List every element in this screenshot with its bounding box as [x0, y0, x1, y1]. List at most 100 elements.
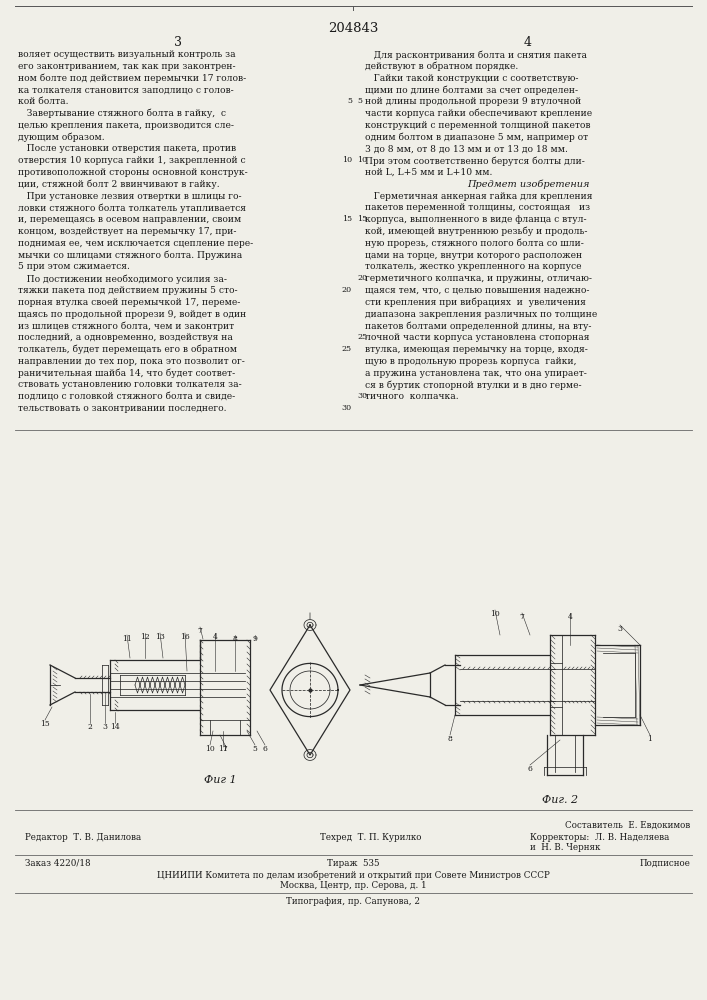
- Text: конструкций с переменной толщиной пакетов: конструкций с переменной толщиной пакето…: [365, 121, 590, 130]
- Text: тичного  колпачка.: тичного колпачка.: [365, 392, 459, 401]
- Text: из шлицев стяжного болта, чем и законтрит: из шлицев стяжного болта, чем и законтри…: [18, 321, 234, 331]
- Text: 13: 13: [155, 633, 165, 641]
- Text: 30: 30: [342, 404, 352, 412]
- Text: части корпуса гайки обеспечивают крепление: части корпуса гайки обеспечивают креплен…: [365, 109, 592, 118]
- Text: 25: 25: [342, 345, 352, 353]
- Text: 6: 6: [527, 765, 532, 773]
- Text: последний, а одновременно, воздействуя на: последний, а одновременно, воздействуя н…: [18, 333, 233, 342]
- Text: тельствовать о законтривании последнего.: тельствовать о законтривании последнего.: [18, 404, 226, 413]
- Text: Редактор  Т. В. Данилова: Редактор Т. В. Данилова: [25, 833, 141, 842]
- Text: ка толкателя становится заподлицо с голов-: ка толкателя становится заподлицо с голо…: [18, 85, 234, 94]
- Text: Гайки такой конструкции с соответствую-: Гайки такой конструкции с соответствую-: [365, 74, 578, 83]
- Text: Предмет изобретения: Предмет изобретения: [467, 180, 590, 189]
- Text: отверстия 10 корпуса гайки 1, закрепленной с: отверстия 10 корпуса гайки 1, закрепленн…: [18, 156, 245, 165]
- Text: противоположной стороны основной конструк-: противоположной стороны основной констру…: [18, 168, 247, 177]
- Text: 204843: 204843: [328, 22, 378, 35]
- Text: целью крепления пакета, производится сле-: целью крепления пакета, производится сле…: [18, 121, 234, 130]
- Text: 17: 17: [218, 745, 228, 753]
- Text: Для расконтривания болта и снятия пакета: Для расконтривания болта и снятия пакета: [365, 50, 587, 60]
- Text: 3 до 8 мм, от 8 до 13 мм и от 13 до 18 мм.: 3 до 8 мм, от 8 до 13 мм и от 13 до 18 м…: [365, 144, 568, 153]
- Text: 4: 4: [568, 613, 573, 621]
- Text: одним болтом в диапазоне 5 мм, например от: одним болтом в диапазоне 5 мм, например …: [365, 133, 588, 142]
- Text: Завертывание стяжного болта в гайку,  с: Завертывание стяжного болта в гайку, с: [18, 109, 226, 118]
- Text: 20: 20: [342, 286, 352, 294]
- Text: Москва, Центр, пр. Серова, д. 1: Москва, Центр, пр. Серова, д. 1: [280, 881, 426, 890]
- Text: ловки стяжного болта толкатель утапливается: ловки стяжного болта толкатель утапливае…: [18, 203, 246, 213]
- Text: ствовать установлению головки толкателя за-: ствовать установлению головки толкателя …: [18, 380, 242, 389]
- Text: 12: 12: [140, 633, 150, 641]
- Text: 10: 10: [205, 745, 215, 753]
- Text: 20: 20: [357, 274, 367, 282]
- Text: а пружина установлена так, что она упирает-: а пружина установлена так, что она упира…: [365, 369, 587, 378]
- Text: 5: 5: [357, 97, 362, 105]
- Text: 5 при этом сжимается.: 5 при этом сжимается.: [18, 262, 130, 271]
- Text: толкатель, жестко укрепленного на корпусе: толкатель, жестко укрепленного на корпус…: [365, 262, 581, 271]
- Text: Заказ 4220/18: Заказ 4220/18: [25, 859, 90, 868]
- Text: его законтриванием, так как при законтрен-: его законтриванием, так как при законтре…: [18, 62, 235, 71]
- Text: порная втулка своей перемычкой 17, переме-: порная втулка своей перемычкой 17, перем…: [18, 298, 240, 307]
- Text: ной L, L+5 мм и L+10 мм.: ной L, L+5 мм и L+10 мм.: [365, 168, 492, 177]
- Text: пакетов переменной толщины, состоящая   из: пакетов переменной толщины, состоящая из: [365, 203, 590, 212]
- Text: 14: 14: [110, 723, 120, 731]
- Text: 11: 11: [122, 635, 132, 643]
- Text: По достижении необходимого усилия за-: По достижении необходимого усилия за-: [18, 274, 227, 284]
- Text: 15: 15: [342, 215, 352, 223]
- Text: цами на торце, внутри которого расположен: цами на торце, внутри которого расположе…: [365, 251, 582, 260]
- Text: 8: 8: [233, 635, 238, 643]
- Text: 9: 9: [252, 635, 257, 643]
- Text: 7: 7: [197, 627, 202, 635]
- Text: Типография, пр. Сапунова, 2: Типография, пр. Сапунова, 2: [286, 897, 420, 906]
- Text: Герметичная анкерная гайка для крепления: Герметичная анкерная гайка для крепления: [365, 192, 592, 201]
- Text: ном болте под действием перемычки 17 голов-: ном болте под действием перемычки 17 гол…: [18, 74, 246, 83]
- Text: ции, стяжной болт 2 ввинчивают в гайку.: ции, стяжной болт 2 ввинчивают в гайку.: [18, 180, 220, 189]
- Text: 16: 16: [180, 633, 190, 641]
- Text: подлицо с головкой стяжного болта и свиде-: подлицо с головкой стяжного болта и свид…: [18, 392, 235, 401]
- Text: Подписное: Подписное: [639, 859, 690, 868]
- Text: лочной части корпуса установлена стопорная: лочной части корпуса установлена стопорн…: [365, 333, 590, 342]
- Text: ной длины продольной прорези 9 втулочной: ной длины продольной прорези 9 втулочной: [365, 97, 581, 106]
- Text: После установки отверстия пакета, против: После установки отверстия пакета, против: [18, 144, 236, 153]
- Text: щими по длине болтами за счет определен-: щими по длине болтами за счет определен-: [365, 85, 578, 95]
- Text: раничительная шайба 14, что будет соответ-: раничительная шайба 14, что будет соотве…: [18, 369, 235, 378]
- Text: тяжки пакета под действием пружины 5 сто-: тяжки пакета под действием пружины 5 сто…: [18, 286, 238, 295]
- Text: щую в продольную прорезь корпуса  гайки,: щую в продольную прорезь корпуса гайки,: [365, 357, 576, 366]
- Text: 25: 25: [357, 333, 367, 341]
- Text: кой болта.: кой болта.: [18, 97, 69, 106]
- Text: втулка, имеющая перемычку на торце, входя-: втулка, имеющая перемычку на торце, вход…: [365, 345, 588, 354]
- Text: и  Н. В. Черняк: и Н. В. Черняк: [530, 843, 600, 852]
- Text: щаясь по продольной прорези 9, войдет в один: щаясь по продольной прорези 9, войдет в …: [18, 310, 246, 319]
- Text: направлении до тех пор, пока это позволит ог-: направлении до тех пор, пока это позволи…: [18, 357, 245, 366]
- Text: диапазона закрепления различных по толщине: диапазона закрепления различных по толщи…: [365, 310, 597, 319]
- Text: Фиг 1: Фиг 1: [204, 775, 236, 785]
- Text: концом, воздействует на перемычку 17, при-: концом, воздействует на перемычку 17, пр…: [18, 227, 237, 236]
- Text: воляет осуществить визуальный контроль за: воляет осуществить визуальный контроль з…: [18, 50, 235, 59]
- Text: 8: 8: [448, 735, 452, 743]
- Text: 7: 7: [520, 613, 525, 621]
- Text: Техред  Т. П. Курилко: Техред Т. П. Курилко: [320, 833, 421, 842]
- Text: 1: 1: [648, 735, 653, 743]
- Text: Фиг. 2: Фиг. 2: [542, 795, 578, 805]
- Text: ЦНИИПИ Комитета по делам изобретений и открытий при Совете Министров СССР: ЦНИИПИ Комитета по делам изобретений и о…: [157, 870, 549, 880]
- Text: Корректоры:  Л. В. Наделяева: Корректоры: Л. В. Наделяева: [530, 833, 670, 842]
- Text: пакетов болтами определенной длины, на вту-: пакетов болтами определенной длины, на в…: [365, 321, 592, 331]
- Text: 15: 15: [40, 720, 50, 728]
- Text: 5: 5: [252, 745, 257, 753]
- Text: При установке лезвия отвертки в шлицы го-: При установке лезвия отвертки в шлицы го…: [18, 192, 242, 201]
- Text: 4: 4: [213, 633, 218, 641]
- Text: 10: 10: [357, 156, 367, 164]
- Text: При этом соответственно берутся болты дли-: При этом соответственно берутся болты дл…: [365, 156, 585, 166]
- Text: толкатель, будет перемещать его в обратном: толкатель, будет перемещать его в обратн…: [18, 345, 237, 355]
- Text: Составитель  Е. Евдокимов: Составитель Е. Евдокимов: [565, 821, 690, 830]
- Text: сти крепления при вибрациях  и  увеличения: сти крепления при вибрациях и увеличения: [365, 298, 586, 307]
- Text: 15: 15: [357, 215, 367, 223]
- Text: герметичного колпачка, и пружины, отличаю-: герметичного колпачка, и пружины, отлича…: [365, 274, 592, 283]
- Text: 5: 5: [347, 97, 352, 105]
- Text: 3: 3: [103, 723, 107, 731]
- Text: и, перемещаясь в осевом направлении, своим: и, перемещаясь в осевом направлении, сво…: [18, 215, 241, 224]
- Text: ную прорезь, стяжного полого болта со шли-: ную прорезь, стяжного полого болта со шл…: [365, 239, 584, 248]
- Text: 6: 6: [262, 745, 267, 753]
- Text: 3: 3: [617, 625, 622, 633]
- Text: корпуса, выполненного в виде фланца с втул-: корпуса, выполненного в виде фланца с вт…: [365, 215, 587, 224]
- Text: 10: 10: [490, 610, 500, 618]
- Text: действуют в обратном порядке.: действуют в обратном порядке.: [365, 62, 518, 71]
